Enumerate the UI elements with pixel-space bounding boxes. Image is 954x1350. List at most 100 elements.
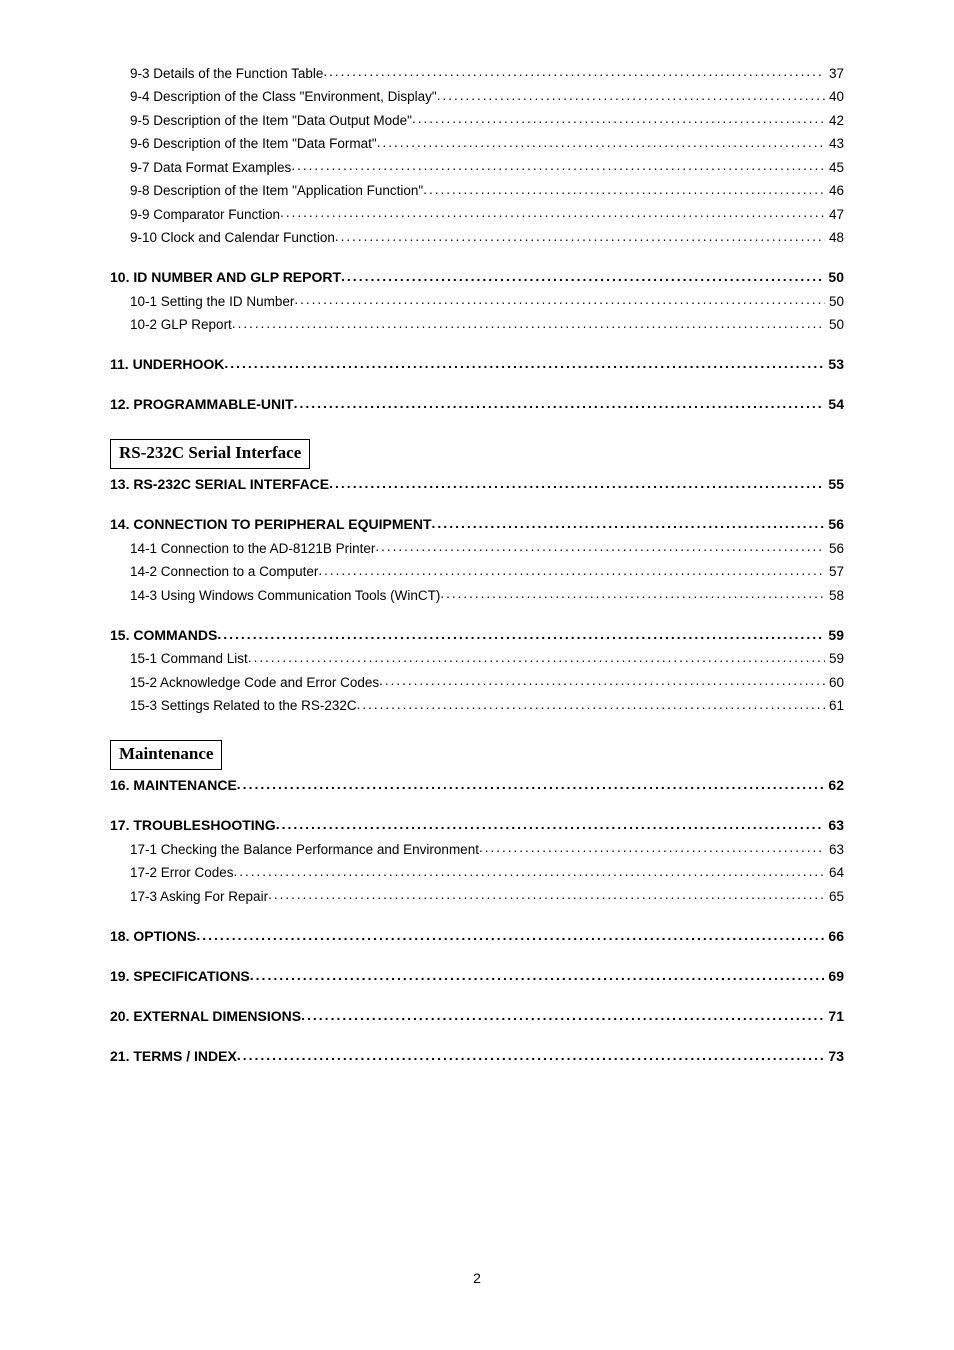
toc-sub-entry: 15-2 Acknowledge Code and Error Codes60 (110, 673, 844, 690)
toc-title: 10. ID NUMBER AND GLP REPORT (110, 269, 341, 285)
toc-sub-entry: 17-3 Asking For Repair65 (110, 887, 844, 904)
toc-page: 37 (825, 66, 844, 81)
toc-leader (232, 316, 825, 330)
toc-page: 47 (825, 207, 844, 222)
toc-leader (294, 395, 825, 409)
toc-leader (412, 111, 825, 125)
toc-title: 10-1 Setting the ID Number (130, 294, 294, 309)
toc-sub-entry: 9-5 Description of the Item "Data Output… (110, 111, 844, 128)
toc-title: 9-8 Description of the Item "Application… (130, 183, 423, 198)
toc-sub-entry: 9-9 Comparator Function47 (110, 205, 844, 222)
toc-leader (196, 927, 824, 941)
toc-sub-entry: 9-8 Description of the Item "Application… (110, 182, 844, 199)
toc-page: 69 (824, 968, 844, 984)
gap (110, 610, 844, 626)
toc-heading-entry: 19. SPECIFICATIONS 69 (110, 967, 844, 984)
toc-heading-entry: 12. PROGRAMMABLE-UNIT54 (110, 395, 844, 412)
toc-title: 17-2 Error Codes (130, 865, 234, 880)
toc-page: 55 (824, 476, 844, 492)
toc-leader (323, 64, 825, 78)
toc-title: 15-3 Settings Related to the RS-232C (130, 698, 357, 713)
toc-leader (379, 673, 825, 687)
toc-title: 9-3 Details of the Function Table (130, 66, 323, 81)
toc-page: 50 (825, 317, 844, 332)
toc-sub-entry: 14-2 Connection to a Computer 57 (110, 563, 844, 580)
toc-leader (301, 1007, 824, 1021)
toc-title: 16. MAINTENANCE (110, 777, 237, 793)
toc-sub-entry: 9-7 Data Format Examples 45 (110, 158, 844, 175)
gap (110, 499, 844, 515)
toc-page: 56 (824, 516, 844, 532)
toc-page: 48 (825, 230, 844, 245)
page: 9-3 Details of the Function Table 37 9-4 … (0, 0, 954, 1350)
toc-page: 42 (825, 113, 844, 128)
toc-page: 50 (825, 294, 844, 309)
toc-page: 45 (825, 160, 844, 175)
toc-leader (217, 626, 824, 640)
toc-leader (479, 840, 825, 854)
toc-sub-entry: 9-3 Details of the Function Table 37 (110, 64, 844, 81)
toc-sub-entry: 9-4 Description of the Class "Environmen… (110, 88, 844, 105)
toc-page: 50 (824, 269, 844, 285)
toc-sub-entry: 9-10 Clock and Calendar Function 48 (110, 229, 844, 246)
toc-title: 9-7 Data Format Examples (130, 160, 291, 175)
toc-page: 71 (824, 1008, 844, 1024)
toc-leader (341, 268, 824, 282)
toc-title: 10-2 GLP Report (130, 317, 232, 332)
toc-leader (318, 563, 825, 577)
section-label-maintenance: Maintenance (110, 740, 222, 770)
gap (110, 1031, 844, 1047)
toc-leader (440, 586, 825, 600)
toc-title: 9-10 Clock and Calendar Function (130, 230, 335, 245)
toc-title: 14-2 Connection to a Computer (130, 564, 318, 579)
toc-page: 59 (824, 627, 844, 643)
toc-title: 15. COMMANDS (110, 627, 217, 643)
toc-page: 57 (825, 564, 844, 579)
toc-heading-entry: 10. ID NUMBER AND GLP REPORT 50 (110, 268, 844, 285)
toc-title: 9-6 Description of the Item "Data Format… (130, 136, 377, 151)
gap (110, 911, 844, 927)
toc-page: 62 (824, 777, 844, 793)
toc-leader (377, 135, 825, 149)
toc-heading-entry: 14. CONNECTION TO PERIPHERAL EQUIPMENT56 (110, 515, 844, 532)
toc-leader (237, 1047, 825, 1061)
section-label-rs232c: RS-232C Serial Interface (110, 439, 310, 469)
toc-leader (224, 355, 824, 369)
toc-title: 20. EXTERNAL DIMENSIONS (110, 1008, 301, 1024)
gap (110, 951, 844, 967)
gap (110, 991, 844, 1007)
toc-page: 56 (825, 541, 844, 556)
toc-page: 63 (824, 817, 844, 833)
toc-page: 58 (825, 588, 844, 603)
toc-sub-entry: 15-1 Command List59 (110, 650, 844, 667)
toc-leader (237, 776, 825, 790)
toc-leader (291, 158, 825, 172)
toc-leader (248, 650, 825, 664)
toc-page: 73 (824, 1048, 844, 1064)
toc-leader (250, 967, 825, 981)
toc-title: 17-3 Asking For Repair (130, 889, 268, 904)
toc-leader (234, 864, 825, 878)
toc-sub-entry: 14-3 Using Windows Communication Tools (… (110, 586, 844, 603)
toc-title: 17-1 Checking the Balance Performance an… (130, 842, 479, 857)
toc-leader (268, 887, 825, 901)
toc-sub-entry: 9-6 Description of the Item "Data Format… (110, 135, 844, 152)
toc-sub-entry: 15-3 Settings Related to the RS-232C61 (110, 697, 844, 714)
gap (110, 800, 844, 816)
toc-heading-entry: 18. OPTIONS66 (110, 927, 844, 944)
toc-title: 14-1 Connection to the AD-8121B Printer (130, 541, 375, 556)
toc-title: 19. SPECIFICATIONS (110, 968, 250, 984)
toc-title: 15-1 Command List (130, 651, 248, 666)
toc-sub-entry: 10-1 Setting the ID Number 50 (110, 292, 844, 309)
toc-leader (276, 816, 825, 830)
toc-heading-entry: 20. EXTERNAL DIMENSIONS 71 (110, 1007, 844, 1024)
toc-leader (375, 539, 825, 553)
toc-title: 21. TERMS / INDEX (110, 1048, 237, 1064)
toc-heading-entry: 21. TERMS / INDEX 73 (110, 1047, 844, 1064)
toc-title: 13. RS-232C SERIAL INTERFACE (110, 476, 329, 492)
toc-page: 53 (824, 356, 844, 372)
toc-heading-entry: 13. RS-232C SERIAL INTERFACE 55 (110, 475, 844, 492)
toc-title: 15-2 Acknowledge Code and Error Codes (130, 675, 379, 690)
toc-title: 11. UNDERHOOK (110, 356, 224, 372)
toc-leader (280, 205, 825, 219)
